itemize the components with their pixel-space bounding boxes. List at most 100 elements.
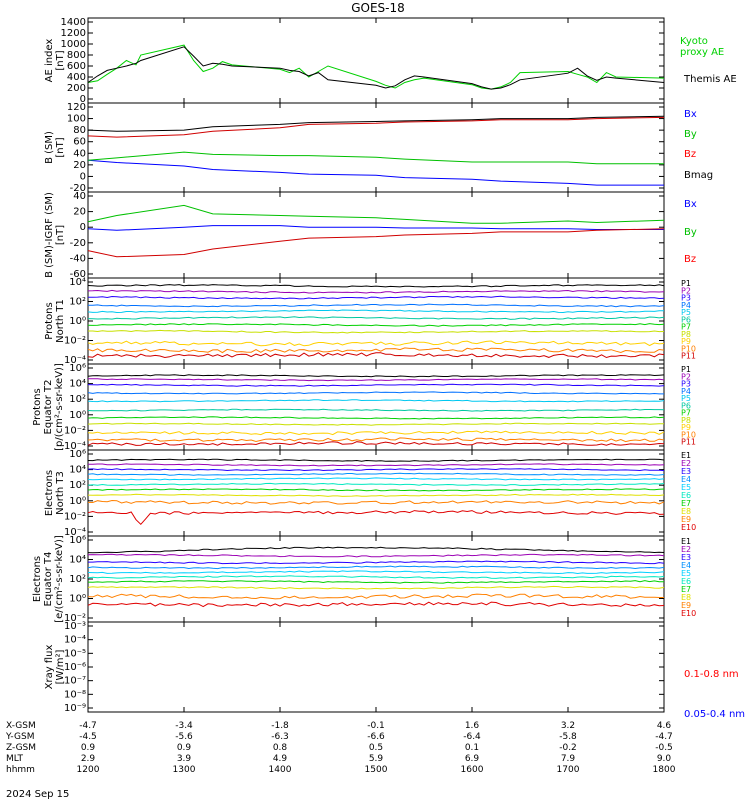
legend-entry: P9: [681, 423, 691, 432]
legend-entry: P1: [681, 279, 691, 288]
y-tick-label: -60: [70, 269, 86, 280]
series-E7: [87, 488, 665, 492]
legend-entry: E1: [681, 537, 691, 546]
panel-frame: [87, 102, 665, 193]
y-tick-label: 10⁶: [69, 449, 86, 460]
y-tick-label: -20: [70, 238, 86, 249]
y-tick-label: 10⁴: [69, 379, 86, 390]
time-axis-value: -3.4: [175, 721, 193, 731]
legend-entry: P8: [681, 416, 691, 425]
y-axis-label: ProtonsEquator T2[p/(cm²-s-sr-keV)]: [32, 363, 65, 451]
legend-entry: E2: [681, 545, 691, 554]
legend-entry: P1: [681, 365, 691, 374]
series-Bx: [87, 225, 664, 231]
y-axis-label-line: [nT]: [55, 50, 66, 70]
panel-8: 10⁻³ 10⁻⁴ 10⁻⁵ 10⁻⁶ 10⁻⁷ 10⁻⁸ 10⁻⁹ Xray flux[W/…: [44, 621, 745, 720]
legend-entry: E8: [681, 507, 691, 516]
time-axis-value: 1200: [77, 765, 100, 775]
y-axis-label-line: [nT]: [55, 137, 66, 157]
series-E8: [87, 493, 665, 497]
y-axis-label-line: AE index: [44, 39, 55, 83]
series-P5: [87, 309, 665, 314]
time-axis-value: -6.3: [271, 732, 289, 742]
series-P2: [88, 378, 665, 382]
legend-entry: Themis AE: [683, 74, 737, 85]
series-P11: [87, 441, 665, 446]
time-axis-value: -0.1: [367, 721, 385, 731]
y-tick-label: 10⁻⁵: [64, 648, 86, 659]
legend-entry: P5: [681, 394, 691, 403]
time-axis-value: 1300: [173, 765, 196, 775]
y-tick-label: 10⁻⁷: [64, 676, 86, 687]
legend-entry: Bz: [684, 149, 696, 160]
legend-entry: 0.05-0.4 nm: [684, 709, 745, 720]
series-P11: [87, 352, 665, 359]
series-P6: [87, 408, 665, 412]
time-axis-value: 0.1: [465, 743, 479, 753]
y-tick-label: 10⁴: [69, 277, 86, 288]
legend-entry: By: [684, 227, 697, 238]
legend-entry: P2: [681, 372, 691, 381]
series-E5: [87, 477, 665, 481]
series-E8: [87, 585, 665, 590]
time-axis-value: -5.6: [175, 732, 193, 742]
series-P3: [87, 383, 665, 387]
legend-entry: E1: [681, 451, 691, 460]
time-axis-value: 3.2: [561, 721, 575, 731]
series-P9: [87, 430, 665, 436]
series-P10: [87, 347, 665, 354]
legend-entry: E2: [681, 459, 691, 468]
time-axis-value: 1500: [365, 765, 388, 775]
legend-entry: P10: [681, 344, 696, 353]
y-axis-label-line: Xray flux: [44, 645, 55, 690]
time-axis-value: 6.9: [465, 754, 480, 764]
series-E7: [87, 580, 664, 584]
legend-entry: P5: [681, 308, 691, 317]
series-E10: [87, 510, 665, 526]
time-axis-value: -4.7: [655, 732, 673, 742]
series-E6: [87, 575, 665, 579]
time-axis-value: -4.7: [79, 721, 97, 731]
y-tick-label: 10⁶: [69, 535, 86, 546]
series-P1: [87, 374, 665, 378]
legend-entry: E5: [681, 483, 691, 492]
time-axis-value: -1.8: [271, 721, 289, 731]
y-tick-label: 10⁻⁶: [64, 662, 86, 673]
series-P5: [87, 399, 665, 403]
legend-entry: P4: [681, 301, 691, 310]
time-axis-value: 3.9: [177, 754, 192, 764]
y-axis-label-line: Equator T4: [43, 552, 54, 607]
legend-entry: P7: [681, 323, 691, 332]
legend-entry: E8: [681, 593, 691, 602]
y-tick-label: 0: [80, 222, 86, 233]
y-tick-label: -20: [70, 183, 86, 194]
y-axis-label: ElectronsEquator T4[e/(cm²-s-sr-keV)]: [32, 535, 65, 623]
time-axis-value: -4.5: [79, 732, 97, 742]
series-P6: [87, 316, 665, 320]
y-axis-label-line: Protons: [32, 388, 43, 425]
y-axis-label-line: Electrons: [44, 470, 55, 516]
panel-frame: [87, 621, 665, 713]
panel-frame: [87, 535, 665, 623]
series-P10: [87, 437, 665, 443]
legend: Bx By Bz Bmag: [684, 109, 713, 181]
y-tick-label: 10⁴: [69, 555, 86, 566]
series-E9: [87, 499, 665, 505]
series-E4: [87, 565, 665, 570]
y-axis-label-line: Electrons: [32, 556, 43, 602]
y-tick-label: 10⁻⁴: [64, 355, 86, 366]
time-axis-value: 9.0: [657, 754, 672, 764]
y-axis-label-line: [p/(cm²-s-sr-keV)]: [54, 363, 65, 451]
series-E2: [87, 463, 665, 467]
y-tick-label: 10⁻⁴: [64, 441, 86, 452]
y-tick-label: 600: [67, 61, 86, 72]
panel-frame: [87, 363, 665, 451]
y-tick-label: 100: [67, 114, 86, 125]
series-E9: [87, 593, 664, 600]
series-P8: [88, 329, 665, 334]
series-E1: [87, 458, 665, 462]
y-axis-label-line: [W/m²]: [55, 649, 66, 684]
y-axis-label-line: North T1: [55, 299, 66, 343]
